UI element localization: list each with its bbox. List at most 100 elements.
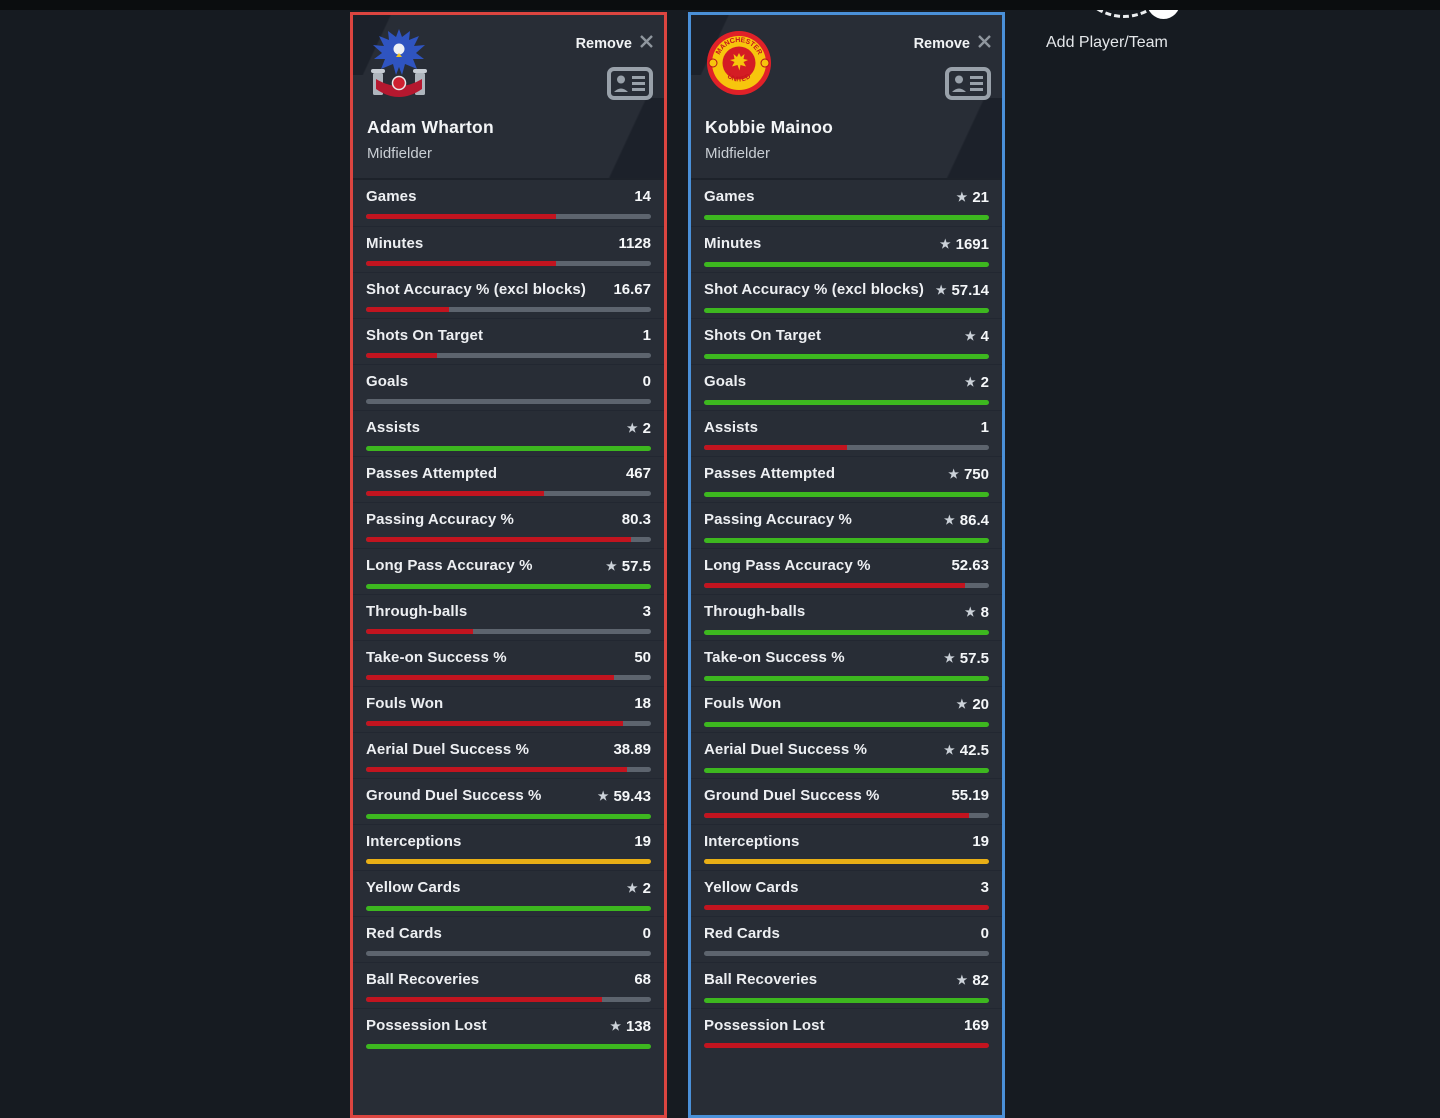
stat-bar-fill [366, 629, 473, 634]
stat-label: Shots On Target [704, 327, 822, 344]
player-profile-card-button[interactable] [945, 67, 991, 105]
top-bar [0, 0, 1440, 10]
stat-bar [704, 721, 989, 727]
stat-value-number: 18 [634, 695, 651, 712]
star-icon: ★ [956, 190, 968, 204]
stat-value: ★ 2 [627, 420, 651, 437]
stat-value: ★ 14 [634, 188, 651, 205]
stat-bar-fill [366, 307, 450, 312]
stat-row: Interceptions ★ 19 [691, 824, 1002, 870]
close-icon[interactable] [977, 34, 992, 53]
stat-value: ★ 52.63 [951, 557, 989, 574]
stat-bar [704, 629, 989, 635]
stat-label: Yellow Cards [366, 879, 461, 896]
stat-value-number: 3 [980, 879, 989, 896]
stat-bar-fill [366, 445, 651, 451]
remove-player-button[interactable]: Remove [576, 34, 654, 53]
player-profile-card-button[interactable] [607, 67, 653, 105]
stat-label: Goals [704, 373, 747, 390]
stat-value-number: 14 [634, 188, 651, 205]
stat-row: Red Cards ★ 0 [353, 916, 664, 962]
stat-bar [366, 537, 651, 542]
stat-value-number: 20 [972, 695, 989, 713]
stat-row: Possession Lost ★ 138 [353, 1008, 664, 1054]
remove-player-button[interactable]: Remove [914, 34, 992, 53]
stat-label: Ball Recoveries [704, 971, 818, 988]
stat-value: ★ 86.4 [944, 512, 989, 529]
close-icon[interactable] [639, 34, 654, 53]
stat-row: Red Cards ★ 0 [691, 916, 1002, 962]
stat-label: Red Cards [366, 925, 442, 942]
stat-value-number: 2 [980, 373, 989, 391]
stat-value: ★ 467 [626, 465, 651, 482]
stat-value-number: 57.5 [621, 557, 651, 575]
manchester-united-crest-icon: MANCHESTER UNITED [706, 27, 772, 104]
stat-value-number: 80.3 [621, 511, 651, 528]
stat-bar [366, 214, 651, 219]
stat-bar-fill [704, 214, 989, 220]
stat-value-number: 86.4 [959, 511, 989, 529]
star-icon: ★ [956, 697, 968, 711]
stat-bar [704, 214, 989, 220]
stat-value: ★ 19 [972, 833, 989, 850]
stat-value: ★ 57.14 [936, 282, 989, 299]
stat-bar [704, 1043, 989, 1048]
stat-bar [704, 675, 989, 681]
stat-bar [366, 859, 651, 864]
stat-value-number: 57.5 [959, 649, 989, 667]
stat-value: ★ 80.3 [622, 511, 651, 528]
stat-bar-fill [704, 721, 989, 727]
stat-label: Goals [366, 373, 409, 390]
stat-value-number: 1 [642, 327, 651, 344]
stat-bar-fill [704, 353, 989, 359]
stat-bar-fill [366, 491, 544, 496]
stat-bar-fill [704, 491, 989, 497]
stat-row: Ball Recoveries ★ 68 [353, 962, 664, 1008]
add-player-team-button[interactable]: Add Player/Team [1020, 0, 1280, 120]
stat-row: Fouls Won ★ 20 [691, 686, 1002, 732]
stat-value-number: 750 [963, 465, 989, 483]
stat-label: Passes Attempted [366, 465, 498, 482]
stat-value: ★ 19 [634, 833, 651, 850]
stat-value-number: 21 [972, 188, 989, 206]
stat-row: Through-balls ★ 8 [691, 594, 1002, 640]
stat-row: Yellow Cards ★ 2 [353, 870, 664, 916]
stat-value-number: 42.5 [959, 741, 989, 759]
stat-row: Aerial Duel Success % ★ 42.5 [691, 732, 1002, 778]
stat-label: Yellow Cards [704, 879, 799, 896]
stat-value: ★ 8 [965, 604, 989, 621]
stat-label: Minutes [704, 235, 762, 252]
stat-value-number: 52.63 [951, 557, 989, 574]
stat-bar-fill [704, 583, 965, 588]
stat-label: Red Cards [704, 925, 780, 942]
stat-value: ★ 0 [643, 373, 651, 390]
svg-text:UNITED: UNITED [726, 73, 752, 84]
stat-row: Ground Duel Success % ★ 55.19 [691, 778, 1002, 824]
stat-bar-fill [366, 721, 623, 726]
stat-value-number: 8 [980, 603, 989, 621]
stat-bar [704, 767, 989, 773]
stat-value: ★ 55.19 [951, 787, 989, 804]
remove-label: Remove [575, 35, 632, 52]
stat-label: Ground Duel Success % [366, 787, 542, 804]
stat-value: ★ 750 [948, 466, 989, 483]
stat-value-number: 4 [980, 327, 989, 345]
stat-label: Aerial Duel Success % [366, 741, 530, 758]
stat-label: Passing Accuracy % [366, 511, 514, 528]
stat-value: ★ 21 [957, 189, 989, 206]
stat-value: ★ 138 [610, 1018, 651, 1035]
player-name: Kobbie Mainoo [705, 117, 834, 137]
stat-value: ★ 50 [634, 649, 651, 666]
stat-value: ★ 57.5 [606, 558, 651, 575]
star-icon: ★ [935, 283, 947, 297]
stat-value: ★ 59.43 [598, 788, 651, 805]
stat-value: ★ 20 [957, 696, 989, 713]
player-position: Midfielder [705, 145, 771, 162]
stat-bar [366, 583, 651, 589]
star-icon: ★ [939, 237, 951, 251]
player-card-kobbie-mainoo: MANCHESTER UNITED Remove [688, 12, 1005, 1118]
stat-bar [366, 675, 651, 680]
stat-bar [366, 445, 651, 451]
stat-row: Minutes ★ 1691 [691, 226, 1002, 272]
stat-bar [704, 261, 989, 267]
